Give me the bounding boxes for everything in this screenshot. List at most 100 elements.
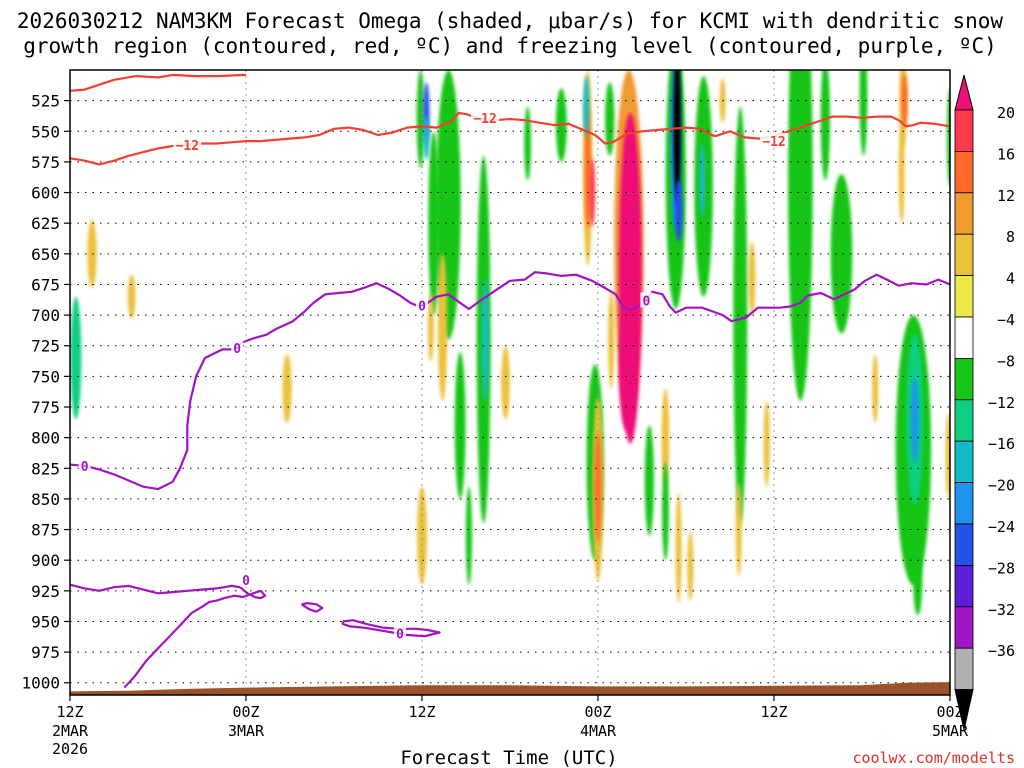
y-tick-label: 800 bbox=[31, 429, 60, 448]
colorbar-label: −32 bbox=[988, 601, 1015, 619]
dendritic-growth-region-label-bg bbox=[471, 109, 500, 125]
omega-cell bbox=[661, 388, 670, 487]
omega-cell bbox=[454, 351, 466, 499]
y-axis: 525 550 575 600 625 650 675 700 725 750 775 800 825 8… bbox=[21, 92, 70, 693]
omega-cell bbox=[945, 413, 950, 499]
y-tick-label: 775 bbox=[31, 398, 60, 417]
y-tick-label: 950 bbox=[31, 612, 60, 631]
omega-cell bbox=[608, 290, 615, 389]
omega-cell bbox=[788, 70, 813, 401]
omega-cell bbox=[674, 180, 683, 242]
omega-cell bbox=[583, 76, 590, 138]
omega-cell bbox=[481, 278, 489, 401]
omega-cell bbox=[913, 541, 923, 616]
dendritic-growth-region-label-bg bbox=[760, 133, 788, 149]
x-tick-label: 12Z bbox=[56, 703, 83, 721]
omega-cell bbox=[465, 486, 473, 585]
freezing-level-label-bg bbox=[78, 457, 91, 473]
y-tick-label: 850 bbox=[31, 490, 60, 509]
omega-cell bbox=[70, 296, 82, 420]
freezing-level-contour-label: 0 bbox=[418, 299, 426, 314]
omega-cell bbox=[872, 354, 879, 423]
omega-cell bbox=[901, 73, 908, 128]
dendritic-growth-region-label-bg bbox=[173, 136, 202, 152]
omega-cell bbox=[437, 253, 448, 401]
omega-cell bbox=[618, 308, 636, 432]
x-tick-date: 2MAR bbox=[52, 722, 89, 740]
colorbar-label: −12 bbox=[988, 394, 1015, 412]
y-tick-label: 625 bbox=[31, 214, 60, 233]
omega-cell bbox=[763, 400, 770, 487]
colorbar: 20 16 12 8 4 −4 −8 −12 −16 −20 −24 −28 −32 −36 bbox=[954, 74, 1015, 730]
colorbar-label: 4 bbox=[1006, 270, 1015, 288]
freezing-level-contour-label: 0 bbox=[233, 342, 241, 357]
y-tick-label: 700 bbox=[31, 306, 60, 325]
freezing-level-contour bbox=[70, 583, 267, 689]
colorbar-bottom-arrow bbox=[954, 689, 974, 730]
omega-cell bbox=[427, 293, 434, 362]
colorbar-label: −20 bbox=[988, 477, 1015, 495]
freezing-level-contour-label: 0 bbox=[396, 628, 404, 643]
y-tick-label: 575 bbox=[31, 153, 60, 172]
x-tick-label: 12Z bbox=[760, 703, 787, 721]
y-tick-label: 1000 bbox=[21, 674, 60, 693]
colorbar-label: 12 bbox=[997, 187, 1015, 205]
omega-cell bbox=[699, 143, 706, 218]
colorbar-swatch bbox=[954, 482, 974, 525]
omega-shading-layer bbox=[70, 70, 950, 616]
colorbar-swatch bbox=[954, 316, 974, 359]
chart-title-line2: growth region (contoured, red, ºC) and f… bbox=[23, 34, 997, 58]
colorbar-label: 8 bbox=[1006, 228, 1015, 246]
colorbar-swatch bbox=[954, 192, 974, 235]
colorbar-label: 16 bbox=[997, 145, 1015, 163]
colorbar-swatch bbox=[954, 275, 974, 318]
y-tick-label: 825 bbox=[31, 459, 60, 478]
y-tick-label: 675 bbox=[31, 275, 60, 294]
dendritic-growth-region-contour bbox=[70, 73, 247, 92]
freezing-level-contour bbox=[301, 602, 324, 613]
colorbar-swatch bbox=[954, 565, 974, 608]
freezing-level-contour-label: 0 bbox=[642, 294, 650, 309]
freezing-level-contour bbox=[70, 271, 950, 491]
x-tick-label: 12Z bbox=[408, 703, 435, 721]
freezing-level-label-bg bbox=[416, 297, 428, 313]
y-tick-label: 525 bbox=[31, 92, 60, 111]
x-tick-date: 3MAR bbox=[228, 722, 265, 740]
colorbar-label: −4 bbox=[997, 311, 1015, 329]
freezing-level-contour-label: 0 bbox=[81, 460, 89, 475]
y-tick-label: 875 bbox=[31, 521, 60, 540]
grid-layer bbox=[70, 70, 950, 695]
freezing-level-label-bg bbox=[240, 571, 252, 587]
colorbar-label: 20 bbox=[997, 104, 1015, 122]
dendritic-growth-region-contour-label: −12 bbox=[176, 139, 199, 154]
colorbar-label: −8 bbox=[997, 352, 1015, 370]
colorbar-swatch bbox=[954, 440, 974, 484]
omega-cell bbox=[416, 70, 425, 169]
omega-cell bbox=[662, 462, 669, 561]
terrain-layer bbox=[70, 682, 950, 695]
colorbar-swatch bbox=[954, 523, 974, 566]
omega-cell bbox=[898, 125, 905, 224]
colorbar-label: −28 bbox=[988, 559, 1015, 577]
colorbar-label: −16 bbox=[988, 435, 1015, 453]
y-tick-label: 975 bbox=[31, 643, 60, 662]
freezing-level-label-bg bbox=[640, 292, 653, 308]
omega-cell bbox=[428, 131, 440, 316]
colorbar-top-arrow bbox=[954, 74, 974, 111]
contour-layer: −12 −12 −12 0 0 0 0 0 0 bbox=[70, 73, 950, 689]
colorbar-swatch bbox=[954, 357, 974, 401]
omega-cell bbox=[594, 431, 602, 542]
y-tick-label: 925 bbox=[31, 582, 60, 601]
omega-cell bbox=[675, 492, 682, 604]
freezing-level-label-bg bbox=[231, 340, 244, 356]
colorbar-label: −24 bbox=[988, 518, 1015, 536]
omega-cell bbox=[501, 345, 510, 420]
plot-frame bbox=[69, 69, 951, 696]
colorbar-swatch bbox=[954, 647, 974, 691]
omega-cell bbox=[87, 219, 97, 289]
dendritic-growth-region-contour-label: −12 bbox=[762, 135, 785, 150]
omega-cell bbox=[673, 70, 682, 205]
omega-cell bbox=[687, 532, 694, 601]
